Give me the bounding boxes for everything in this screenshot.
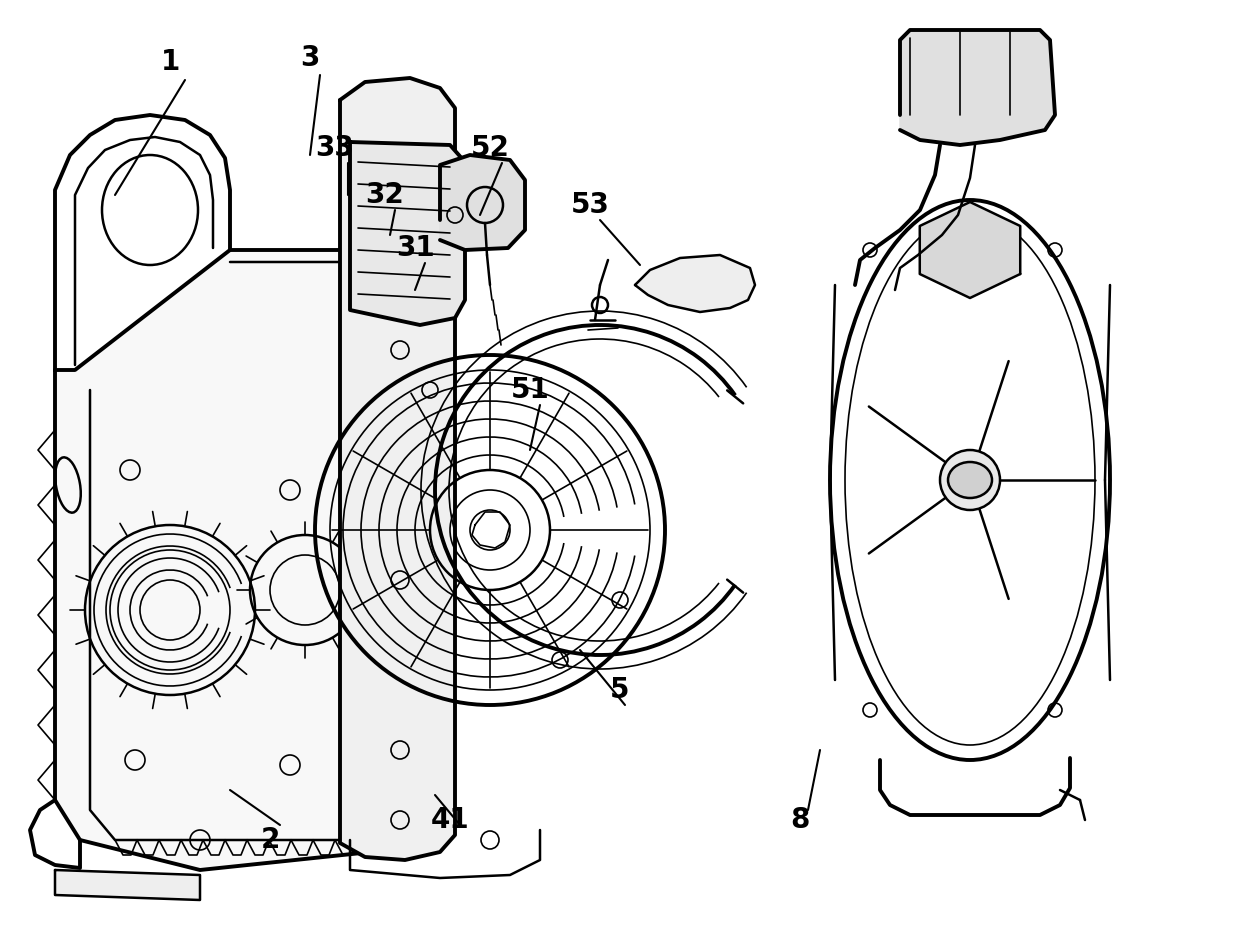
Polygon shape — [55, 870, 200, 900]
Polygon shape — [55, 250, 420, 870]
Text: 5: 5 — [610, 676, 630, 704]
Text: 2: 2 — [260, 826, 280, 854]
Polygon shape — [920, 202, 1021, 298]
Polygon shape — [440, 155, 525, 250]
Text: 3: 3 — [300, 44, 320, 72]
Polygon shape — [350, 142, 465, 325]
Text: 1: 1 — [160, 48, 180, 76]
Ellipse shape — [949, 462, 992, 498]
Text: 51: 51 — [511, 376, 549, 404]
Text: 31: 31 — [396, 234, 434, 262]
Text: 41: 41 — [430, 806, 469, 834]
Circle shape — [940, 450, 999, 510]
Text: 52: 52 — [470, 134, 510, 162]
Polygon shape — [900, 30, 1055, 145]
Text: 32: 32 — [366, 181, 404, 209]
Text: 33: 33 — [316, 134, 355, 162]
Polygon shape — [340, 78, 455, 860]
Text: 8: 8 — [790, 806, 810, 834]
Text: 53: 53 — [570, 191, 609, 219]
Polygon shape — [635, 255, 755, 312]
